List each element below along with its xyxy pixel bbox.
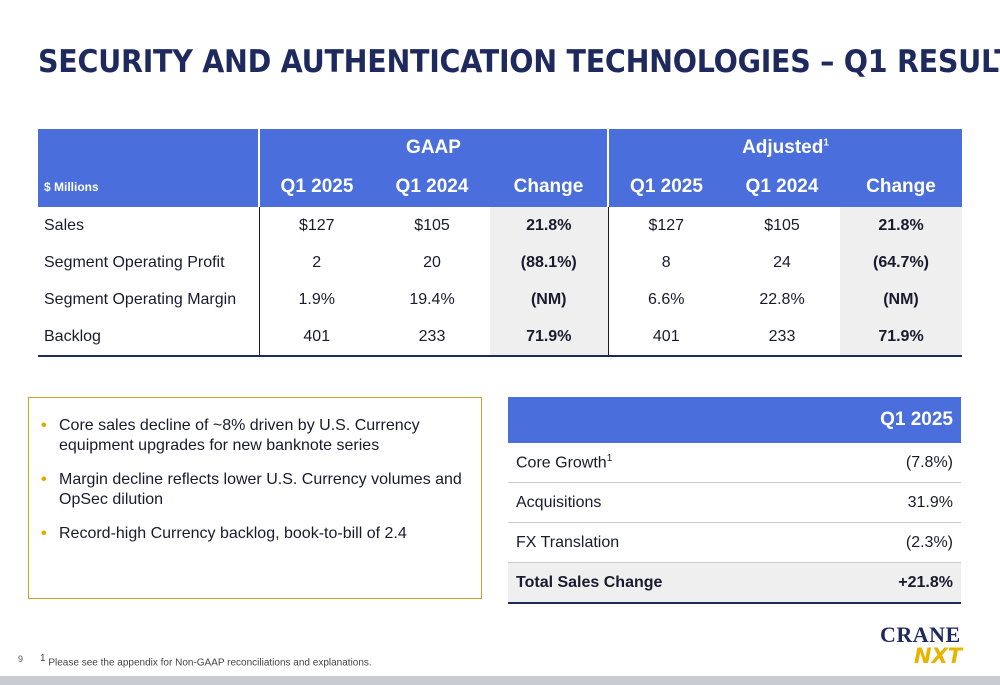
blank-header-cell [38,129,259,167]
results-table: GAAP Adjusted1 $ Millions Q1 2025 Q1 202… [38,129,962,357]
sales-change-table: Q1 2025 Core Growth1 (7.8%) Acquisitions… [508,397,961,604]
table-cell: 401 [608,318,724,357]
table-cell: $105 [764,216,800,234]
bullet-item: • Record-high Currency backlog, book-to-b… [41,524,467,544]
total-row: Total Sales Change +21.8% [508,562,961,604]
bullet-item: • Core sales decline of ~8% driven by U.S… [41,416,467,456]
table-cell: 233 [724,318,840,357]
table-cell: $105 [414,216,450,234]
row-label-text: Core Growth [516,454,607,472]
change-cell: 21.8% [490,207,609,244]
table-row: Backlog 401 233 71.9% 401 233 71.9% [38,318,962,357]
table-cell: $127 [648,216,685,234]
footnote-marker: 1 [40,653,46,664]
footnote: 1 Please see the appendix for Non-GAAP r… [40,653,372,668]
footnote-marker: 1 [606,452,613,464]
blank-header-cell [508,397,808,443]
bullet-item: • Margin decline reflects lower U.S. Curr… [41,470,467,510]
page-number: 9 [18,654,24,664]
table-row: Acquisitions 31.9% [508,482,961,523]
table-row: Segment Operating Margin 1.9% 19.4% (NM)… [38,281,962,318]
table-cell: 19.4% [409,290,455,308]
row-label: Total Sales Change [508,562,808,604]
table-column-header-row: $ Millions Q1 2025 Q1 2024 Change Q1 202… [38,167,962,207]
column-header: Q1 2024 [724,167,840,207]
column-header: Change [490,167,608,207]
table-cell: (2.3%) [808,522,961,563]
table-cell: 1.9% [298,290,335,308]
footer-bar [0,676,1000,685]
change-cell: 21.8% [840,207,962,244]
column-header: Q1 2025 [607,167,724,207]
row-label: Acquisitions [508,482,808,523]
change-cell: (64.7%) [840,244,962,281]
logo-crane-text: CRANE [880,622,961,647]
table-cell: 24 [773,253,791,271]
table-cell: 8 [661,253,671,271]
table-cell: 20 [423,253,441,271]
change-cell: (88.1%) [490,244,609,281]
column-header: Q1 2024 [374,167,490,207]
units-label: $ Millions [38,167,259,207]
table-cell: 401 [259,318,374,357]
table-cell: 22.8% [759,290,805,308]
table-cell: 2 [312,253,322,271]
row-label: Backlog [38,318,260,357]
table-cell: 6.6% [648,290,685,308]
adjusted-label: Adjusted [742,137,824,158]
change-cell: (NM) [490,281,609,318]
table-cell: 233 [374,318,490,357]
table-row: Segment Operating Profit 2 20 (88.1%) 8 … [38,244,962,281]
table-cell: +21.8% [808,562,961,604]
bullet-text: Margin decline reflects lower U.S. Curre… [59,471,462,508]
column-header: Change [840,167,962,207]
row-label: Core Growth1 [508,443,808,483]
commentary-box: • Core sales decline of ~8% driven by U.S… [28,397,482,599]
table-cell: (7.8%) [808,443,961,483]
table-group-header-row: GAAP Adjusted1 [38,129,962,167]
column-header: Q1 2025 [808,397,961,443]
logo-nxt-text: NXT [914,644,963,668]
row-label: Sales [38,207,260,244]
group-header-gaap: GAAP [258,129,608,167]
table-row: FX Translation (2.3%) [508,522,961,563]
bullet-dot-icon: • [41,417,47,434]
group-header-adjusted: Adjusted1 [607,129,962,167]
bullet-text: Core sales decline of ~8% driven by U.S.… [59,417,420,454]
change-cell: (NM) [840,281,962,318]
table-row: Core Growth1 (7.8%) [508,443,961,483]
page-title: SECURITY AND AUTHENTICATION TECHNOLOGIES… [38,44,1000,80]
adjusted-footnote-marker: 1 [823,137,829,149]
table-cell: $127 [298,216,335,234]
table-cell: 31.9% [808,482,961,523]
sales-change-header-row: Q1 2025 [508,397,961,443]
bullet-dot-icon: • [41,525,47,542]
row-label: FX Translation [508,522,808,563]
change-cell: 71.9% [840,318,962,357]
crane-nxt-logo: CRANE NXT [880,622,978,668]
footnote-text: Please see the appendix for Non-GAAP rec… [48,657,372,669]
bullet-dot-icon: • [41,471,47,488]
column-header: Q1 2025 [258,167,374,207]
row-label: Segment Operating Margin [38,281,260,318]
bullet-text: Record-high Currency backlog, book-to-bi… [59,525,407,542]
change-cell: 71.9% [490,318,609,357]
table-row: Sales $127 $105 21.8% $127 $105 21.8% [38,207,962,244]
row-label: Segment Operating Profit [38,244,260,281]
